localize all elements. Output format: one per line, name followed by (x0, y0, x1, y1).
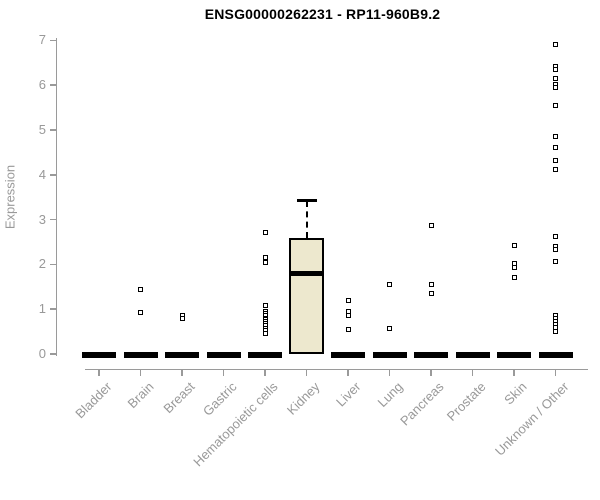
y-tick (49, 353, 56, 355)
outlier-point (553, 328, 558, 334)
x-tick (98, 370, 100, 376)
y-axis-line (55, 38, 57, 356)
y-tick-label: 3 (38, 211, 46, 227)
outlier-point (262, 254, 268, 260)
outlier-point (553, 42, 558, 48)
outlier-point (553, 145, 558, 151)
outlier-point (511, 265, 517, 271)
outlier-point (262, 330, 268, 336)
boxplot-zero-bar (206, 352, 241, 358)
outlier-point (138, 286, 143, 292)
boxplot-zero-bar (497, 352, 531, 358)
x-tick (388, 370, 391, 376)
boxplot-zero-bar (165, 352, 199, 358)
outlier-point (262, 259, 268, 265)
chart-title: ENSG00000262231 - RP11-960B9.2 (204, 6, 441, 22)
y-tick-label: 5 (38, 122, 46, 137)
y-tick (49, 129, 56, 131)
x-tick (347, 370, 349, 376)
outlier-point (138, 309, 143, 315)
outlier-point (553, 158, 558, 164)
y-tick-label: 7 (38, 32, 46, 48)
outlier-point (553, 84, 558, 90)
boxplot-zero-bar (455, 352, 490, 358)
x-axis-line (85, 368, 588, 370)
boxplot-zero-bar (248, 352, 282, 358)
x-tick-label: Unknown / Other (491, 379, 572, 459)
y-tick-label: 0 (38, 346, 46, 361)
outlier-point (553, 234, 558, 240)
y-tick (49, 174, 56, 176)
y-tick-label: 2 (38, 256, 46, 272)
outlier-point (345, 297, 351, 303)
outlier-point (553, 75, 558, 81)
x-tick (554, 370, 557, 376)
boxplot-whisker-cap (296, 199, 317, 203)
outlier-point (553, 167, 558, 173)
y-tick (49, 84, 56, 86)
boxplot-zero-bar (538, 352, 573, 358)
outlier-point (345, 326, 351, 332)
y-tick (49, 308, 56, 310)
outlier-point (511, 275, 517, 281)
x-tick (430, 370, 432, 376)
y-tick (49, 263, 56, 266)
x-tick (513, 370, 515, 376)
outlier-point (428, 290, 434, 296)
outlier-point (553, 102, 558, 108)
boxplot-zero-bar (372, 352, 407, 358)
outlier-point (553, 246, 558, 252)
outlier-point (179, 316, 185, 322)
outlier-point (553, 67, 558, 73)
y-tick (49, 39, 56, 42)
boxplot-zero-bar (414, 352, 448, 358)
y-tick-label: 1 (38, 301, 46, 317)
outlier-point (553, 133, 558, 139)
y-tick-label: 4 (38, 166, 46, 182)
outlier-point (345, 312, 351, 318)
boxplot-whisker (305, 200, 308, 238)
outlier-point (553, 259, 558, 265)
x-tick (139, 370, 142, 376)
x-tick (264, 370, 266, 376)
x-tick (305, 370, 308, 376)
x-tick (181, 370, 183, 376)
y-tick (49, 218, 56, 221)
boxplot-box (289, 237, 324, 354)
outlier-point (387, 282, 392, 288)
outlier-point (262, 229, 268, 235)
boxplot-zero-bar (82, 352, 116, 358)
outlier-point (387, 325, 392, 331)
boxplot-median-line (289, 270, 324, 276)
x-tick (222, 370, 225, 376)
outlier-point (428, 222, 434, 228)
outlier-point (511, 243, 517, 249)
boxplot-zero-bar (123, 352, 158, 358)
y-tick-label: 6 (38, 77, 46, 93)
boxplot-zero-bar (331, 352, 365, 358)
y-axis-label: Expression (2, 164, 18, 230)
outlier-point (262, 303, 268, 309)
outlier-point (428, 282, 434, 288)
x-tick (471, 370, 474, 376)
